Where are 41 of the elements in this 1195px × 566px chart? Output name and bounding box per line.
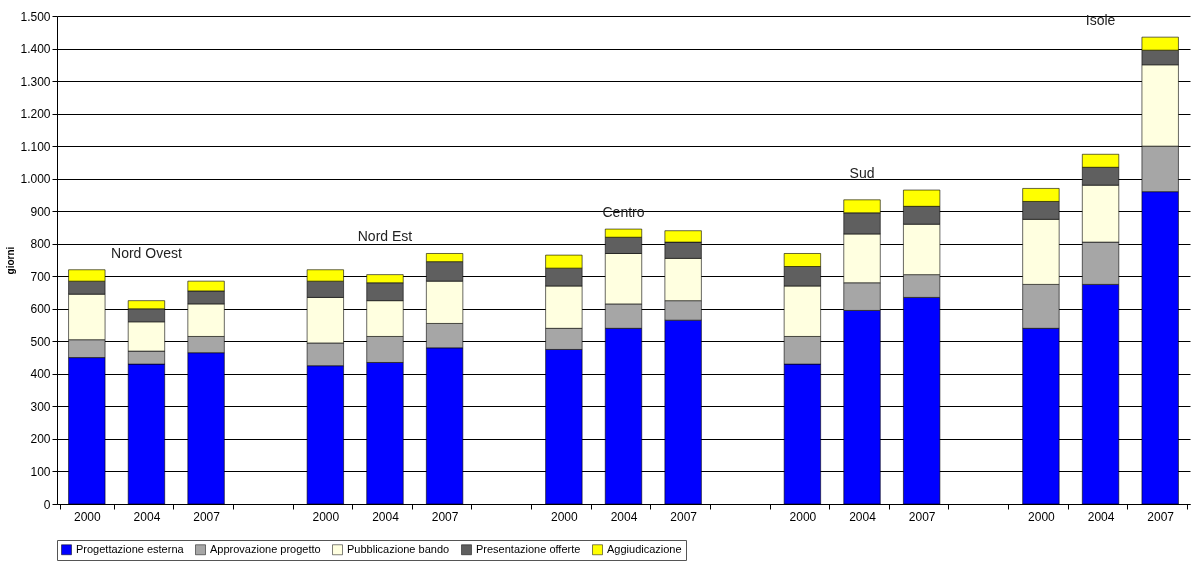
annotation: Isole — [1085, 12, 1116, 29]
x-tick-label: 2007 — [908, 509, 936, 524]
y-tick-label: 100 — [30, 464, 51, 479]
annotation: Nord Ovest — [111, 244, 182, 261]
x-tick-label: 2004 — [372, 509, 400, 524]
y-tick-label: 1.100 — [20, 139, 51, 154]
x-tick-label: 2000 — [73, 509, 101, 524]
y-tick-label: 400 — [30, 367, 51, 382]
y-tick-label: 1.300 — [20, 74, 51, 89]
y-tick-label: 1.200 — [20, 107, 51, 122]
y-tick-label: 1.000 — [20, 172, 51, 187]
legend-label: Pubblicazione bando — [347, 542, 450, 555]
y-tick-label: 1.500 — [20, 9, 51, 24]
legend-label: Aggiudicazione — [607, 542, 682, 555]
y-tick-label: 500 — [30, 334, 51, 349]
y-axis-title: giorni — [5, 246, 17, 275]
y-tick-label: 0 — [43, 497, 51, 512]
x-tick-label: 2007 — [670, 509, 698, 524]
legend-label: Progettazione esterna — [76, 542, 185, 555]
legend-label: Approvazione progetto — [210, 542, 321, 555]
x-tick-label: 2004 — [849, 509, 877, 524]
y-tick-label: 900 — [30, 204, 51, 219]
x-tick-label: 2000 — [789, 509, 817, 524]
x-tick-label: 2007 — [193, 509, 221, 524]
legend-label: Presentazione offerte — [476, 542, 581, 555]
annotation: Sud — [849, 165, 875, 182]
annotation: Nord Est — [357, 228, 413, 245]
x-tick-label: 2004 — [133, 509, 161, 524]
x-tick-label: 2004 — [610, 509, 638, 524]
y-tick-label: 200 — [30, 432, 51, 447]
y-tick-label: 700 — [30, 269, 51, 284]
y-tick-label: 800 — [30, 237, 51, 252]
x-tick-label: 2007 — [431, 509, 459, 524]
x-tick-label: 2000 — [551, 509, 579, 524]
y-tick-label: 600 — [30, 302, 51, 317]
y-tick-label: 300 — [30, 399, 51, 414]
x-tick-label: 2004 — [1087, 509, 1115, 524]
y-tick-label: 1.400 — [20, 42, 51, 57]
x-tick-label: 2007 — [1147, 509, 1175, 524]
x-tick-label: 2000 — [312, 509, 340, 524]
x-tick-label: 2000 — [1028, 509, 1056, 524]
